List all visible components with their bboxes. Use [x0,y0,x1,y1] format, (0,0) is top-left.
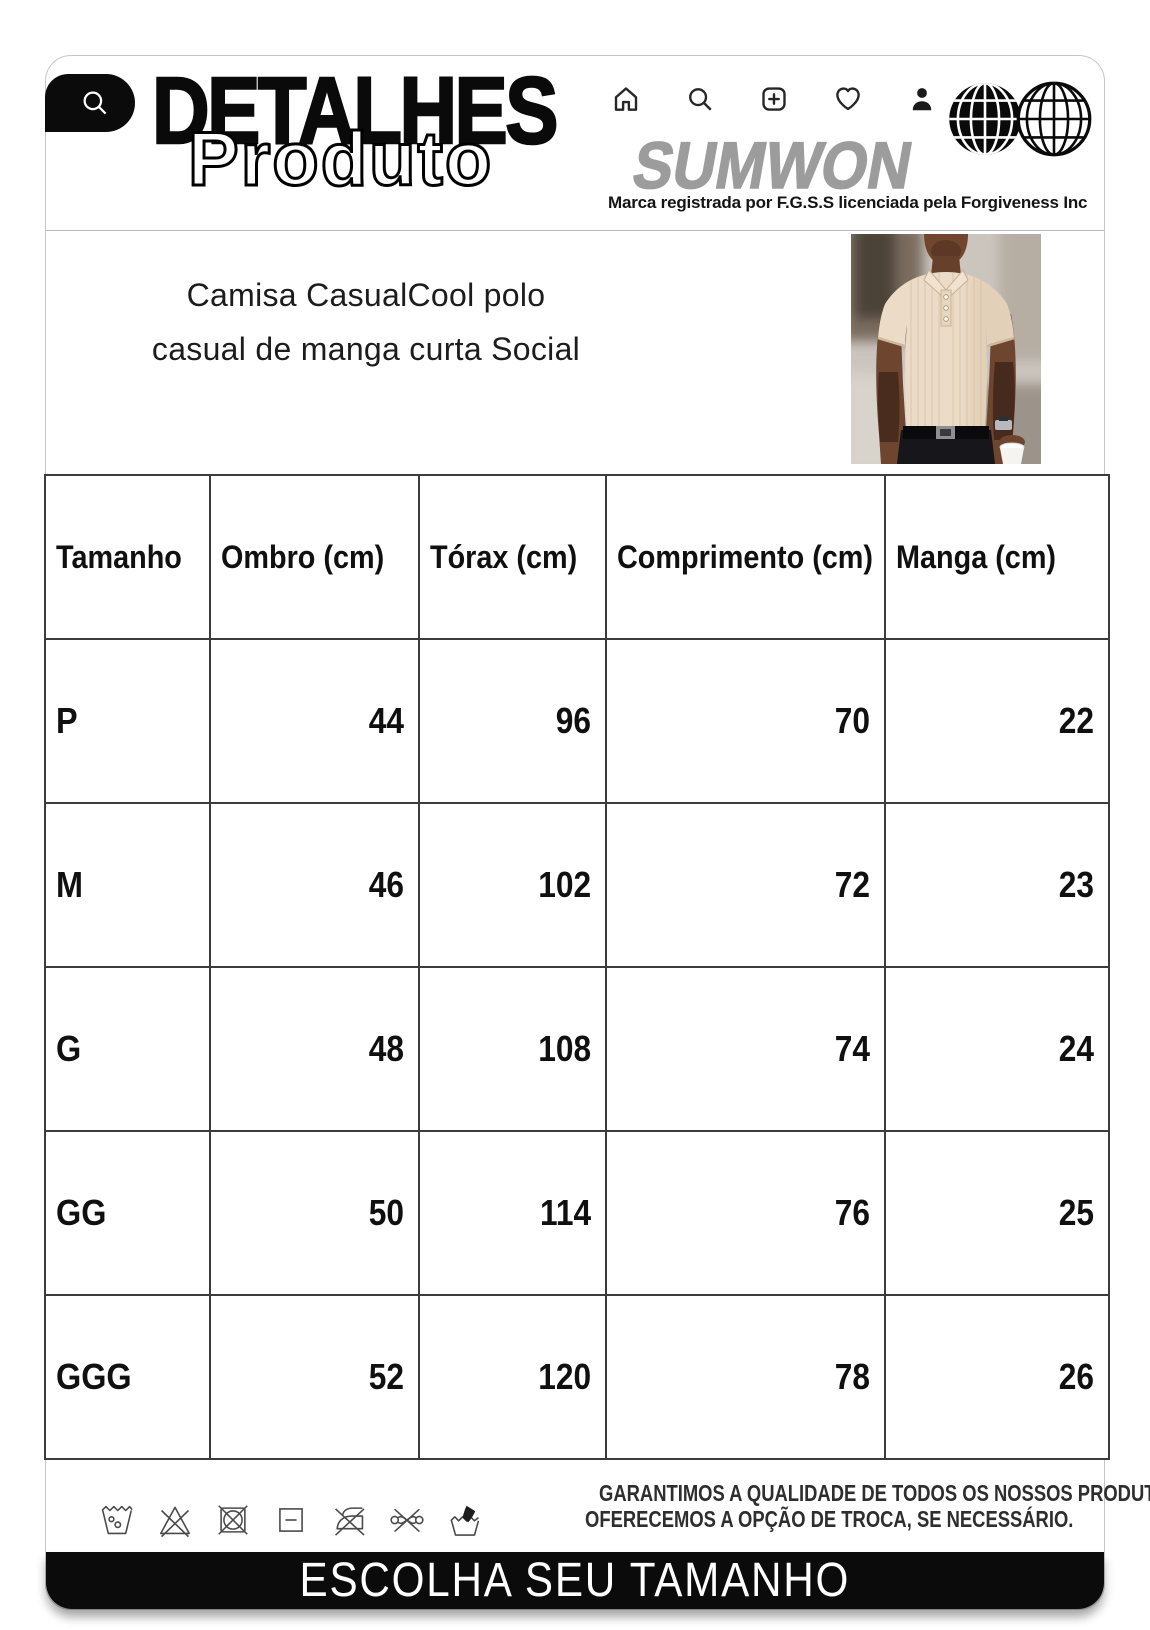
col-header-tamanho: Tamanho [56,538,182,575]
nav-bar [611,84,937,114]
globe-filled-icon [949,83,1021,155]
header: DETALHES Produto [45,56,1104,231]
manga-value: 24 [1058,1028,1094,1069]
col-header-comprimento: Comprimento (cm) [617,538,874,575]
guarantee-line1: GARANTIMOS A QUALIDADE DE TODOS OS NOSSO… [599,1480,1150,1506]
size-label: P [56,700,78,741]
dry-flat-icon [279,1508,303,1532]
guarantee-text: GARANTIMOS A QUALIDADE DE TODOS OS NOSSO… [524,1480,1150,1532]
comprimento-value: 70 [834,700,870,741]
table-row: G 48 108 74 24 [44,966,1110,1132]
machine-wash-icon [101,1505,133,1535]
ombro-value: 46 [368,864,404,905]
no-tumble-dry-icon [218,1505,248,1535]
table-row: GGG 52 120 78 26 [44,1294,1110,1460]
profile-icon[interactable] [907,84,937,114]
product-title-line1: Camisa CasualCool polo [186,277,546,313]
size-label: GG [56,1192,107,1233]
table-row: GG 50 114 76 25 [44,1130,1110,1296]
comprimento-value: 72 [834,864,870,905]
torax-value: 108 [538,1028,591,1069]
manga-value: 23 [1058,864,1094,905]
table-row: P 44 96 70 22 [44,638,1110,804]
manga-value: 25 [1058,1192,1094,1233]
comprimento-value: 76 [834,1192,870,1233]
trademark-text: Marca registrada por F.G.S.S licenciada … [608,193,1088,212]
care-icons [98,1496,490,1544]
size-table: Tamanho Ombro (cm) Tórax (cm) Compriment… [44,474,1110,1460]
table-header-row: Tamanho Ombro (cm) Tórax (cm) Compriment… [44,474,1110,640]
size-label: M [56,864,83,905]
ombro-value: 48 [368,1028,404,1069]
page-title: DETALHES [151,58,560,164]
table-row: M 46 102 72 23 [44,802,1110,968]
no-bleach-icon [159,1506,191,1538]
col-header-manga: Manga (cm) [896,538,1057,575]
guarantee-line2: OFERECEMOS A OPÇÃO DE TROCA, SE NECESSÁR… [585,1506,1074,1532]
no-iron-icon [335,1507,365,1536]
col-header-torax: Tórax (cm) [430,538,578,575]
manga-value: 26 [1058,1356,1094,1397]
product-image [851,234,1041,464]
choose-size-label: ESCOLHA SEU TAMANHO [299,1553,851,1607]
heart-icon[interactable] [833,84,863,114]
search-button[interactable] [45,74,135,132]
brand-logo: SUMWON [627,127,919,202]
globe-outline-icon [1016,81,1092,157]
hand-wash-icon [450,1505,480,1536]
comprimento-value: 78 [834,1356,870,1397]
size-label: GGG [56,1356,132,1397]
size-label: G [56,1028,82,1069]
home-icon[interactable] [611,84,641,114]
ombro-value: 50 [368,1192,404,1233]
comprimento-value: 74 [834,1028,870,1069]
search-nav-icon[interactable] [685,84,715,114]
product-detail-card: DETALHES Produto [44,55,1150,1610]
ombro-value: 44 [368,700,404,741]
torax-value: 114 [539,1192,591,1233]
no-wring-icon [390,1508,424,1532]
torax-value: 96 [555,700,591,741]
torax-value: 120 [538,1356,591,1397]
globes-logo [946,80,1093,158]
search-icon [83,91,107,115]
manga-value: 22 [1058,700,1094,741]
choose-size-button[interactable]: ESCOLHA SEU TAMANHO [46,1552,1104,1609]
page-subtitle: Produto [186,117,494,202]
ombro-value: 52 [368,1356,404,1397]
product-title: Camisa CasualCool polo casual de manga c… [86,268,646,376]
torax-value: 102 [538,864,591,905]
add-post-icon[interactable] [759,84,789,114]
col-header-ombro: Ombro (cm) [221,538,385,575]
product-title-line2: casual de manga curta Social [151,331,581,367]
